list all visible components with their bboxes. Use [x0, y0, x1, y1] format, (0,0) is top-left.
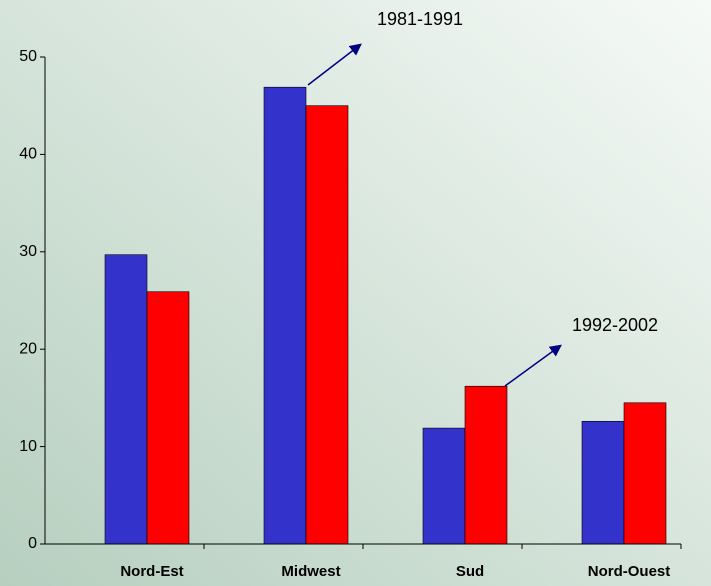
- x-tick-label: Nord-Est: [120, 563, 183, 580]
- bar: [104, 254, 148, 545]
- bar: [263, 86, 307, 545]
- bar: [581, 420, 625, 545]
- x-tick-label: Midwest: [281, 563, 340, 580]
- y-tick-label: 40: [19, 146, 37, 163]
- bar: [422, 427, 466, 545]
- callout-arrow: [307, 43, 362, 86]
- y-tick-label: 50: [19, 48, 37, 65]
- bar: [464, 385, 508, 545]
- y-tick-label: 30: [19, 243, 37, 260]
- bar: [146, 291, 190, 545]
- series-callout: 1992-2002: [572, 315, 658, 335]
- bar: [623, 402, 667, 545]
- y-tick-label: 0: [28, 535, 37, 552]
- y-tick-label: 20: [19, 340, 37, 357]
- x-tick-label: Nord-Ouest: [588, 563, 671, 580]
- bar: [305, 105, 349, 545]
- x-tick-label: Sud: [456, 563, 484, 580]
- series-callout: 1981-1991: [377, 9, 463, 29]
- y-tick-label: 10: [19, 438, 37, 455]
- callout-arrow: [504, 344, 562, 387]
